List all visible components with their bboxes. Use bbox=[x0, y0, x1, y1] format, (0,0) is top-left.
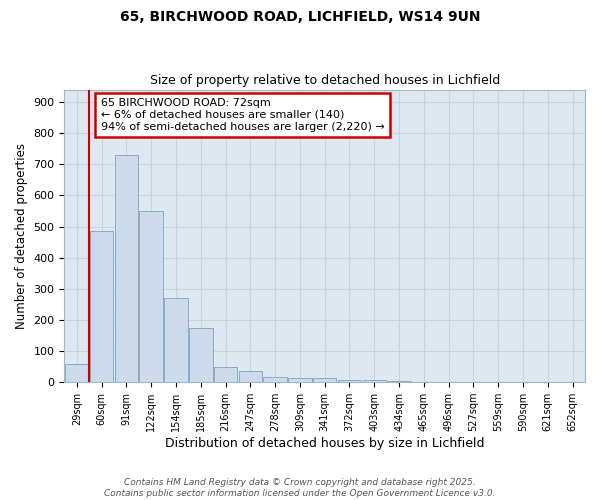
Text: 65, BIRCHWOOD ROAD, LICHFIELD, WS14 9UN: 65, BIRCHWOOD ROAD, LICHFIELD, WS14 9UN bbox=[120, 10, 480, 24]
Bar bbox=[189, 328, 212, 382]
Bar bbox=[214, 366, 238, 382]
Y-axis label: Number of detached properties: Number of detached properties bbox=[15, 143, 28, 329]
Bar bbox=[90, 231, 113, 382]
Bar bbox=[65, 364, 89, 382]
Bar bbox=[362, 380, 386, 382]
Text: 65 BIRCHWOOD ROAD: 72sqm
← 6% of detached houses are smaller (140)
94% of semi-d: 65 BIRCHWOOD ROAD: 72sqm ← 6% of detache… bbox=[101, 98, 385, 132]
Bar bbox=[115, 155, 138, 382]
Bar bbox=[239, 372, 262, 382]
Bar bbox=[288, 378, 311, 382]
Bar bbox=[313, 378, 337, 382]
Title: Size of property relative to detached houses in Lichfield: Size of property relative to detached ho… bbox=[149, 74, 500, 87]
X-axis label: Distribution of detached houses by size in Lichfield: Distribution of detached houses by size … bbox=[165, 437, 484, 450]
Bar bbox=[139, 211, 163, 382]
Bar bbox=[338, 380, 361, 382]
Bar bbox=[263, 376, 287, 382]
Bar bbox=[164, 298, 188, 382]
Text: Contains HM Land Registry data © Crown copyright and database right 2025.
Contai: Contains HM Land Registry data © Crown c… bbox=[104, 478, 496, 498]
